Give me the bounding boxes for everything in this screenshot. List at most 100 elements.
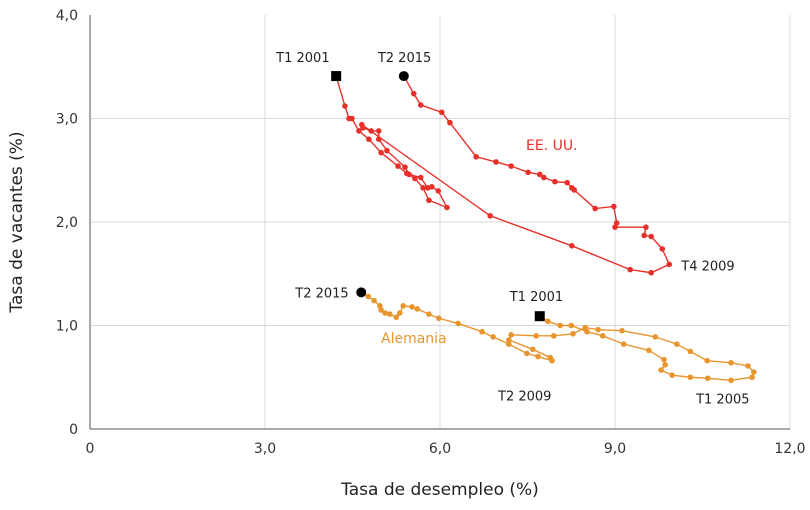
data-point (674, 341, 680, 347)
y-tick-label: 1,0 (56, 319, 78, 335)
data-point (659, 246, 666, 252)
data-point (529, 346, 536, 353)
data-point (414, 306, 421, 312)
data-point (447, 119, 453, 126)
data-point (387, 311, 393, 317)
data-point (508, 332, 514, 338)
data-point (417, 102, 424, 108)
series-ee-uu (331, 71, 673, 276)
data-point (378, 149, 384, 156)
data-point (687, 348, 694, 355)
gridlines (90, 15, 791, 429)
series-layer (331, 71, 757, 384)
data-point (493, 159, 499, 165)
end-marker-circle (356, 287, 367, 298)
data-point (669, 372, 675, 378)
data-point (704, 357, 710, 364)
data-point (643, 224, 649, 230)
end-label: T2 2015 (294, 286, 348, 301)
x-tick-label: 3,0 (254, 441, 276, 457)
data-point (525, 169, 531, 176)
data-point (342, 103, 348, 109)
data-point (438, 109, 445, 116)
data-point (375, 136, 382, 142)
data-point (592, 205, 598, 212)
data-point (749, 374, 755, 381)
end-label: T2 2015 (377, 51, 431, 66)
data-point (569, 243, 575, 249)
data-point (365, 293, 372, 300)
data-point (396, 310, 403, 316)
data-point (557, 322, 563, 329)
data-point (490, 334, 496, 340)
period-annotation: T2 2009 (497, 390, 551, 405)
data-point (402, 164, 408, 170)
data-point (473, 153, 479, 160)
data-point (417, 174, 424, 181)
data-point (420, 185, 426, 191)
data-point (349, 115, 355, 122)
series-alemania (356, 287, 757, 384)
data-point (595, 326, 601, 333)
data-point (487, 212, 493, 219)
data-point (666, 261, 673, 268)
data-point (658, 367, 664, 373)
y-tick-label: 0 (69, 422, 78, 438)
data-point (384, 147, 390, 154)
data-point (382, 310, 388, 316)
x-tick-label: 9,0 (604, 441, 626, 457)
x-tick-label: 6,0 (429, 441, 451, 457)
data-point (745, 363, 751, 369)
data-point (582, 324, 589, 331)
data-point (687, 374, 694, 381)
data-point (652, 334, 659, 340)
data-point (613, 220, 620, 226)
data-point (564, 179, 570, 186)
y-tick-label: 4,0 (56, 8, 78, 24)
axes: 0 3,0 6,0 9,0 12,0 0 1,0 2,0 3,0 4,0 (56, 8, 806, 457)
data-point (393, 314, 400, 321)
data-point (371, 297, 377, 304)
data-point (569, 185, 575, 191)
data-point (377, 303, 383, 309)
data-point (648, 269, 654, 276)
data-point (455, 320, 461, 327)
start-marker-square (331, 71, 342, 82)
data-point (541, 174, 547, 181)
series-name-label: EE. UU. (526, 138, 578, 154)
start-label: T1 2001 (509, 290, 563, 305)
data-point (426, 197, 432, 204)
data-point (620, 341, 627, 347)
data-point (375, 128, 382, 134)
data-point (506, 337, 512, 343)
data-point (599, 333, 606, 339)
data-point (424, 185, 431, 191)
data-point (550, 333, 557, 339)
data-point (662, 362, 668, 368)
data-point (444, 204, 450, 211)
data-point (506, 341, 512, 347)
data-point (366, 136, 372, 142)
annotation-layer: T1 2001 T2 2015 EE. UU. T4 2009 T1 2001 T2 20… (275, 51, 749, 407)
data-point (535, 353, 541, 360)
data-point (479, 328, 485, 335)
data-point (704, 375, 711, 382)
data-point (409, 304, 415, 310)
data-point (728, 359, 734, 366)
series-name-label: Alemania (381, 331, 447, 347)
data-point (435, 188, 442, 194)
data-point (648, 233, 654, 240)
end-marker-circle (398, 71, 409, 82)
period-annotation: T4 2009 (680, 259, 734, 274)
data-point (410, 90, 417, 97)
period-annotation: T1 2005 (695, 392, 749, 407)
data-point (545, 318, 551, 325)
series-line (335, 75, 671, 274)
start-label: T1 2001 (275, 51, 329, 66)
data-point (368, 128, 374, 134)
data-point (661, 356, 667, 363)
data-point (508, 163, 514, 169)
y-tick-label: 3,0 (56, 112, 78, 128)
x-tick-label: 0 (86, 441, 95, 457)
data-point (611, 203, 617, 210)
